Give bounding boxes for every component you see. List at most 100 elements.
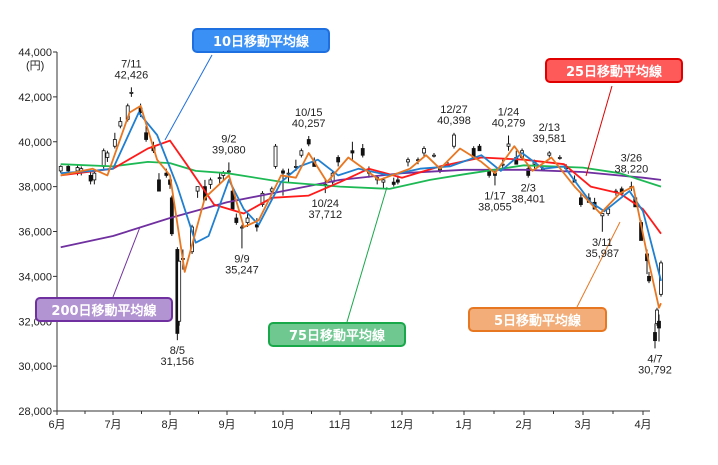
annotation-date: 8/5 — [170, 345, 185, 357]
candle-body — [234, 217, 239, 223]
candle-body — [506, 143, 511, 147]
candle-body — [66, 166, 71, 172]
candle-body — [226, 170, 231, 173]
candle-body — [293, 166, 298, 168]
y-tick-label: 34,000 — [18, 271, 52, 283]
x-tick-label: 7月 — [104, 419, 121, 431]
candle-body — [391, 181, 396, 185]
annotation-value: 39,581 — [532, 133, 566, 145]
candle-body — [600, 213, 605, 217]
annotation-date: 1/17 — [484, 190, 505, 202]
candle-body — [195, 186, 200, 192]
candle-body — [299, 150, 304, 156]
candle-body — [422, 148, 426, 154]
y-tick-label: 30,000 — [18, 361, 52, 373]
ma-line — [60, 105, 662, 309]
callout-leader-line — [346, 186, 388, 323]
annotation-date: 3/11 — [592, 237, 613, 249]
candle-body — [118, 121, 123, 127]
candle-body — [169, 197, 174, 235]
callout-leader-line — [164, 54, 213, 141]
callout-leader-line — [585, 85, 613, 177]
candle-body — [432, 154, 436, 157]
candle-body — [653, 332, 657, 342]
candle-body — [92, 172, 97, 181]
candle-body — [395, 179, 400, 183]
annotation-date: 10/15 — [295, 107, 323, 119]
annotation-date: 3/26 — [621, 153, 642, 165]
candle-body — [381, 179, 386, 183]
annotation-value: 40,257 — [292, 118, 326, 130]
x-tick-label: 10月 — [271, 419, 294, 431]
annotation-value: 40,398 — [437, 115, 471, 127]
annotation-date: 7/11 — [121, 58, 142, 70]
candle-body — [452, 134, 456, 147]
x-tick-label: 1月 — [455, 419, 472, 431]
annotation-date: 12/27 — [440, 104, 468, 116]
candle-body — [129, 91, 134, 94]
x-tick-label: 11月 — [329, 419, 351, 431]
annotation-date: 2/3 — [521, 183, 536, 195]
candle-body — [336, 157, 341, 163]
candle-body — [350, 150, 355, 154]
candle-body — [526, 168, 531, 176]
y-tick-label: 44,000 — [18, 47, 52, 59]
annotation-date: 9/2 — [221, 133, 236, 145]
x-tick-label: 2月 — [515, 419, 532, 431]
annotation-value: 42,426 — [115, 69, 149, 81]
candle-body — [105, 152, 110, 158]
candle-body — [557, 157, 562, 159]
annotation-value: 35,987 — [586, 248, 620, 260]
y-tick-label: 38,000 — [18, 182, 52, 194]
callout-ma5: 5日移動平均線 — [468, 307, 607, 332]
candle-body — [101, 150, 106, 167]
candle-body — [177, 260, 182, 322]
candle-body — [58, 166, 63, 172]
callout-ma75: 75日移動平均線 — [268, 322, 406, 347]
x-tick-label: 6月 — [48, 419, 65, 431]
candle-body — [306, 139, 311, 145]
annotation-date: 1/24 — [498, 106, 519, 118]
annotation-value: 35,247 — [225, 264, 259, 276]
candle-body — [578, 197, 583, 205]
candle-body — [273, 145, 278, 167]
candle-body — [245, 217, 250, 223]
candle-body — [88, 175, 93, 182]
candle-body — [112, 139, 117, 147]
y-tick-label: 40,000 — [18, 137, 52, 149]
annotation-date: 10/24 — [312, 198, 340, 210]
candle-body — [217, 177, 222, 180]
annotation-value: 30,792 — [638, 364, 672, 376]
x-tick-label: 12月 — [390, 419, 413, 431]
annotation-value: 38,220 — [615, 164, 649, 176]
candle-body — [144, 132, 148, 140]
callout-ma10: 10日移動平均線 — [192, 28, 330, 53]
x-tick-label: 9月 — [218, 419, 235, 431]
candle-body — [281, 170, 285, 174]
candle-body — [477, 145, 482, 152]
candle-body — [260, 192, 265, 205]
annotation-value: 38,401 — [511, 194, 545, 206]
callout-leader-line — [576, 221, 621, 308]
annotation-value: 37,712 — [308, 209, 342, 221]
x-tick-label: 8月 — [161, 419, 178, 431]
annotation-value: 38,055 — [478, 201, 512, 213]
candle-body — [75, 167, 80, 172]
candle-body — [647, 275, 651, 282]
annotation-value: 40,279 — [492, 117, 526, 129]
annotation-date: 4/7 — [647, 353, 662, 365]
ma-line — [60, 111, 662, 282]
annotation-date: 9/9 — [234, 253, 249, 265]
annotation-date: 2/13 — [539, 122, 560, 134]
callout-leader-line — [112, 226, 141, 298]
ma-line — [60, 168, 662, 249]
annotation-value: 39,080 — [212, 144, 246, 156]
candle-body — [360, 148, 365, 156]
x-tick-label: 4月 — [634, 419, 651, 431]
y-unit-label: (円) — [26, 60, 44, 72]
candle-body — [657, 320, 661, 329]
callout-ma25: 25日移動平均線 — [545, 58, 683, 83]
candle-body — [547, 152, 552, 156]
y-tick-label: 42,000 — [18, 92, 52, 104]
